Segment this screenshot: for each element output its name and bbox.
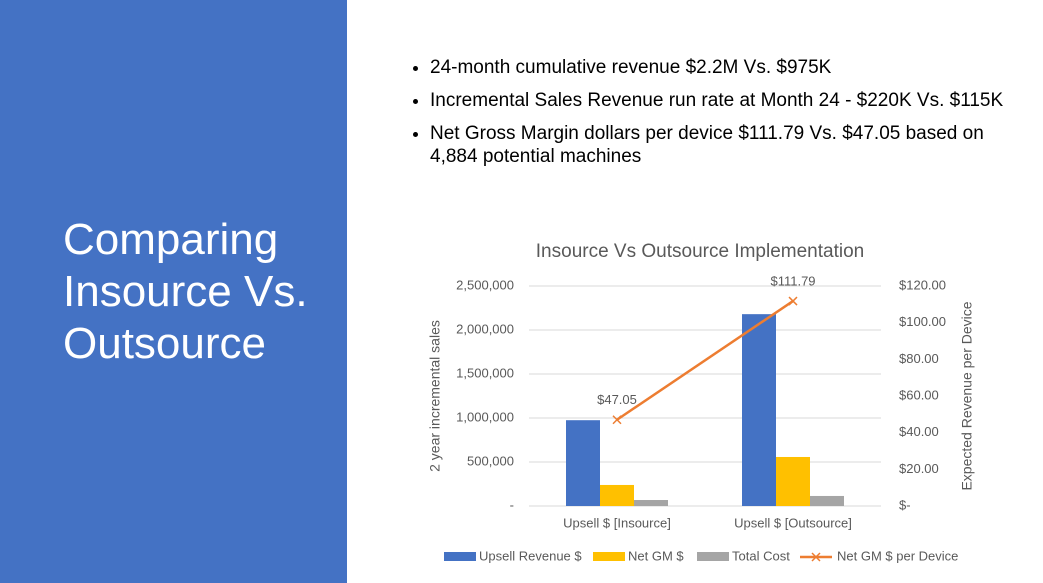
marker bbox=[788, 296, 798, 306]
bullet: 24-month cumulative revenue $2.2M Vs. $9… bbox=[430, 56, 1010, 79]
y2-tick-label: $100.00 bbox=[899, 314, 946, 329]
y2-tick-label: $40.00 bbox=[899, 424, 939, 439]
chart-title: Insource Vs Outsource Implementation bbox=[536, 241, 864, 262]
legend-label: Upsell Revenue $ bbox=[479, 548, 582, 563]
y-tick-label: 2,000,000 bbox=[456, 321, 514, 336]
y2-axis-title: Expected Revenue per Device bbox=[959, 301, 975, 490]
bar bbox=[566, 420, 600, 506]
side-panel bbox=[0, 0, 347, 583]
bullet-list: 24-month cumulative revenue $2.2M Vs. $9… bbox=[408, 56, 1010, 178]
bar bbox=[776, 456, 810, 506]
legend-swatch bbox=[444, 552, 476, 561]
legend-swatch bbox=[811, 552, 821, 562]
y2-tick-label: $80.00 bbox=[899, 351, 939, 366]
y-axis-title: 2 year incremental sales bbox=[427, 320, 443, 472]
slide-title: Comparing Insource Vs. Outsource bbox=[63, 215, 308, 368]
legend-label: Net GM $ per Device bbox=[837, 548, 958, 563]
y2-tick-label: $120.00 bbox=[899, 277, 946, 292]
bar bbox=[600, 484, 634, 506]
y-tick-label: - bbox=[510, 497, 514, 512]
y2-tick-label: $60.00 bbox=[899, 387, 939, 402]
bullet: Incremental Sales Revenue run rate at Mo… bbox=[430, 89, 1010, 112]
bullet: Net Gross Margin dollars per device $111… bbox=[430, 122, 1010, 168]
y2-tick-label: $- bbox=[899, 497, 911, 512]
line bbox=[616, 300, 794, 421]
legend-swatch bbox=[593, 552, 625, 561]
legend-swatch bbox=[697, 552, 729, 561]
x-tick-label: Upsell $ [Outsource] bbox=[734, 515, 852, 530]
legend-label: Net GM $ bbox=[628, 548, 684, 563]
y2-tick-label: $20.00 bbox=[899, 461, 939, 476]
y-tick-label: 2,500,000 bbox=[456, 277, 514, 292]
marker bbox=[612, 415, 622, 425]
y-tick-label: 500,000 bbox=[467, 453, 514, 468]
bar bbox=[810, 495, 844, 506]
y-tick-label: 1,500,000 bbox=[456, 365, 514, 380]
bar bbox=[742, 314, 776, 506]
legend-label: Total Cost bbox=[732, 548, 790, 563]
data-label: $111.79 bbox=[770, 273, 815, 288]
bar bbox=[634, 500, 668, 506]
y-tick-label: 1,000,000 bbox=[456, 409, 514, 424]
x-tick-label: Upsell $ [Insource] bbox=[563, 515, 671, 530]
data-label: $47.05 bbox=[597, 392, 637, 407]
